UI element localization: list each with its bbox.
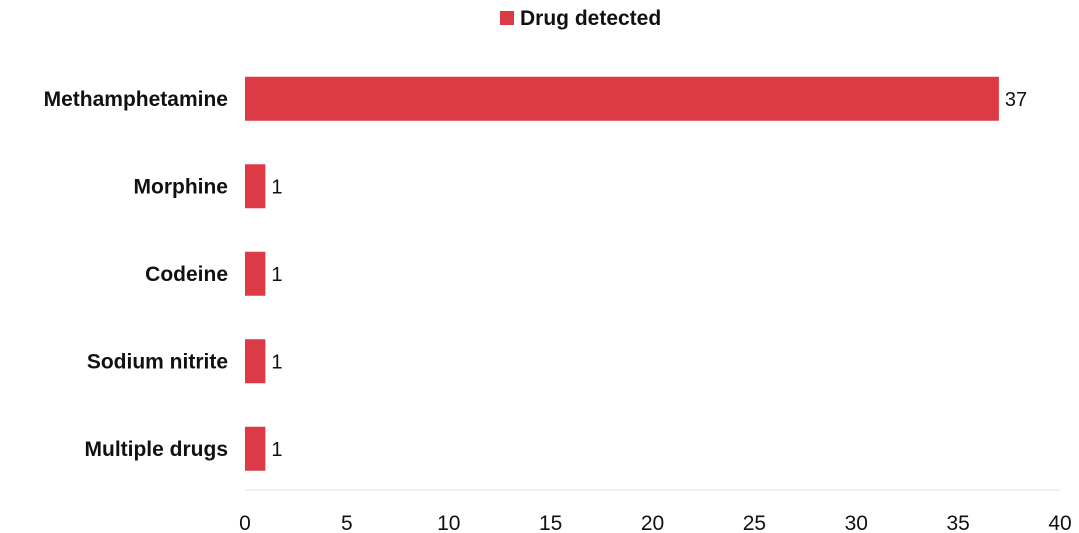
x-tick-label: 0 (239, 512, 251, 533)
bar (245, 426, 266, 471)
category-label: Methamphetamine (44, 88, 228, 111)
x-tick-label: 25 (743, 512, 766, 533)
data-label: 1 (271, 176, 282, 198)
chart-legend: Drug detected (500, 7, 661, 30)
x-tick-label: 20 (641, 512, 664, 533)
x-tick-labels: 0 5 10 15 20 25 30 35 40 (239, 512, 1072, 533)
legend-label: Drug detected (520, 7, 661, 30)
bar (245, 251, 266, 296)
x-tick-label: 15 (539, 512, 562, 533)
legend-swatch (500, 11, 514, 25)
bar (245, 76, 999, 121)
x-tick-label: 5 (341, 512, 353, 533)
category-label: Sodium nitrite (87, 350, 228, 373)
category-labels: Methamphetamine Morphine Codeine Sodium nit… (44, 88, 228, 461)
data-label: 1 (271, 351, 282, 373)
x-tick-label: 10 (437, 512, 460, 533)
data-label: 1 (271, 439, 282, 461)
bars (245, 76, 999, 471)
category-label: Multiple drugs (85, 438, 229, 461)
data-label: 37 (1005, 89, 1027, 111)
bar (245, 164, 266, 209)
data-labels: 37 1 1 1 1 (271, 89, 1027, 461)
x-tick-label: 40 (1048, 512, 1071, 533)
x-tick-label: 35 (946, 512, 969, 533)
category-label: Morphine (134, 175, 229, 198)
x-tick-label: 30 (845, 512, 868, 533)
bar (245, 339, 266, 384)
data-label: 1 (271, 264, 282, 286)
category-label: Codeine (145, 263, 228, 286)
